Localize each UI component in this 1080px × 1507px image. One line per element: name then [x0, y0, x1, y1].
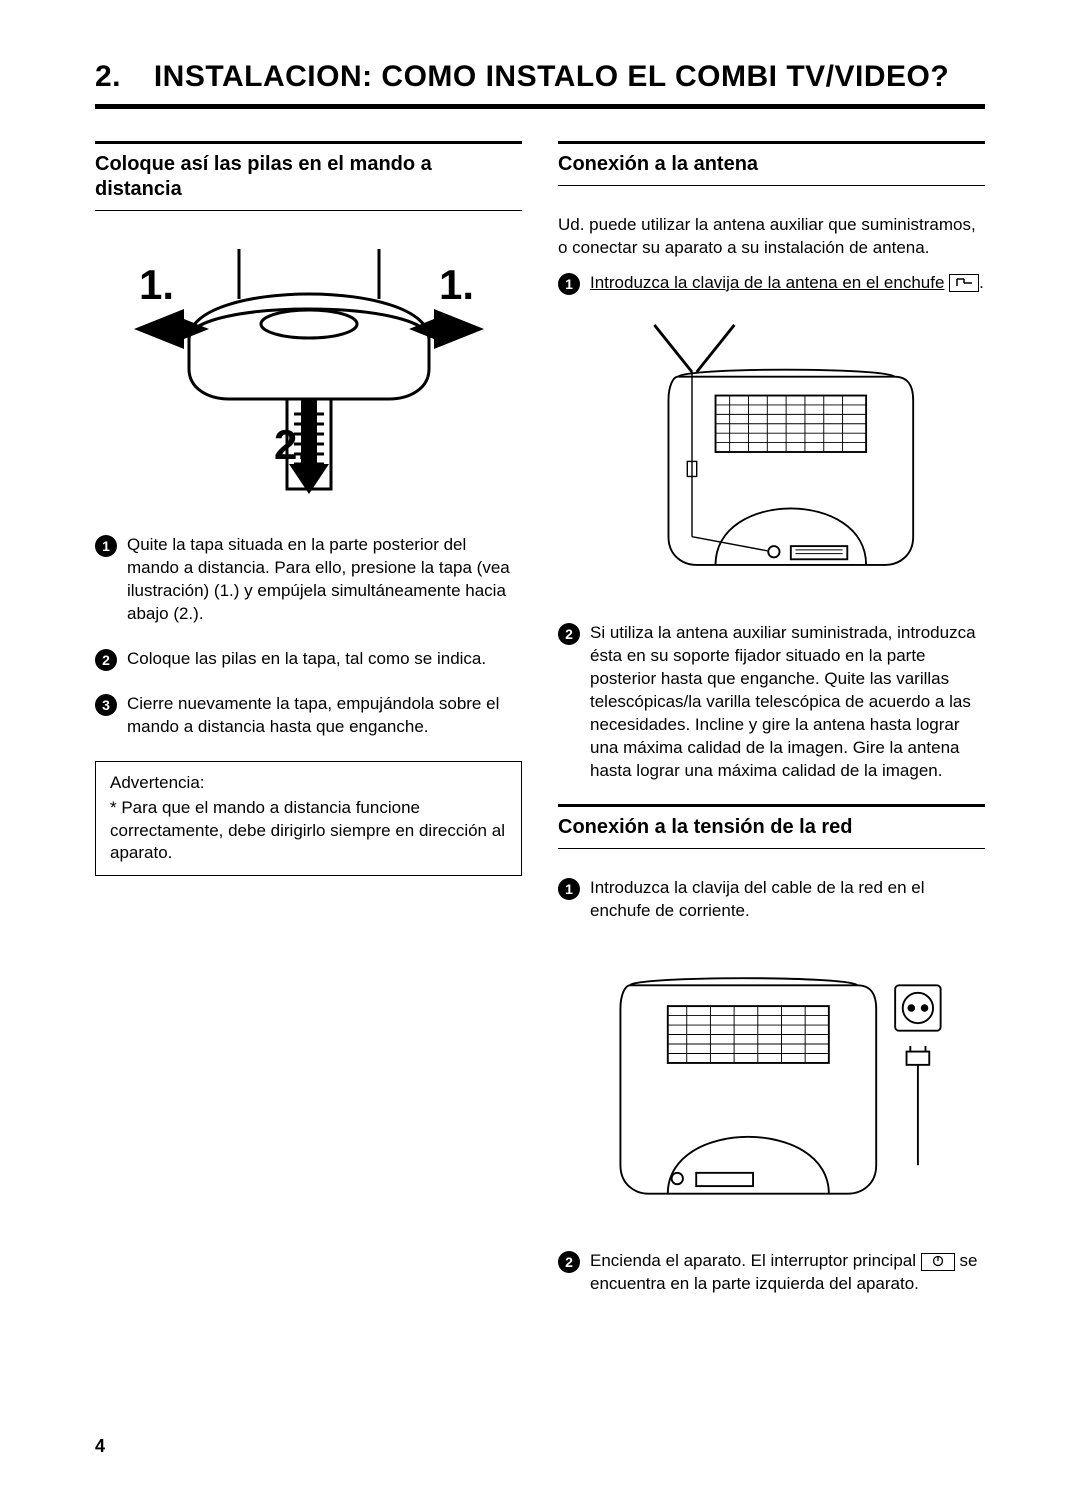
step-text: Encienda el aparato. El interruptor prin… [590, 1250, 985, 1296]
warning-box: Advertencia: * Para que el mando a dista… [95, 761, 522, 877]
warning-text: * Para que el mando a distancia funcione… [110, 797, 507, 866]
diagram-label-2: 2. [273, 421, 308, 468]
antenna-socket-icon [949, 274, 979, 292]
section-title-power: Conexión a la tensión de la red [558, 813, 985, 842]
step-2: 2 Coloque las pilas en la tapa, tal como… [95, 648, 522, 671]
warning-title: Advertencia: [110, 772, 507, 795]
figure-tv-power [558, 945, 985, 1220]
power-step-1: 1 Introduzca la clavija del cable de la … [558, 877, 985, 923]
rule [558, 848, 985, 849]
rule [95, 141, 522, 144]
rule [558, 185, 985, 186]
right-column: Conexión a la antena Ud. puede utilizar … [558, 141, 985, 1296]
left-column: Coloque así las pilas en el mando a dist… [95, 141, 522, 1296]
chapter-number: 2. [95, 60, 145, 94]
chapter-title-text: INSTALACION: COMO INSTALO EL COMBI TV/VI… [154, 60, 949, 93]
step-bullet: 2 [558, 1251, 580, 1273]
step-3: 3 Cierre nuevamente la tapa, empujándola… [95, 693, 522, 739]
step-bullet: 1 [95, 535, 117, 557]
section-title-antenna: Conexión a la antena [558, 150, 985, 179]
step-bullet: 1 [558, 878, 580, 900]
step-text: Introduzca la clavija del cable de la re… [590, 877, 985, 923]
step-text: Quite la tapa situada en la parte poster… [127, 534, 522, 626]
antenna-step-2: 2 Si utiliza la antena auxiliar suminist… [558, 622, 985, 783]
step-1: 1 Quite la tapa situada en la parte post… [95, 534, 522, 626]
step-bullet: 2 [558, 623, 580, 645]
step-text: Coloque las pilas en la tapa, tal como s… [127, 648, 522, 671]
rule [558, 141, 985, 144]
antenna-step-1: 1 Introduzca la clavija de la antena en … [558, 272, 985, 295]
figure-remote-batteries: 1. 1. 2. [95, 239, 522, 504]
step-text: Introduzca la clavija de la antena en el… [590, 272, 985, 295]
step-bullet: 1 [558, 273, 580, 295]
step-bullet: 3 [95, 694, 117, 716]
chapter-title: 2. INSTALACION: COMO INSTALO EL COMBI TV… [95, 60, 985, 109]
diagram-label-1-right: 1. [439, 261, 474, 308]
step-bullet: 2 [95, 649, 117, 671]
power-switch-icon [921, 1253, 955, 1271]
figure-tv-antenna [558, 317, 985, 592]
rule [95, 210, 522, 211]
antenna-intro: Ud. puede utilizar la antena auxiliar qu… [558, 214, 985, 260]
step-text: Cierre nuevamente la tapa, empujándola s… [127, 693, 522, 739]
diagram-label-1-left: 1. [139, 261, 174, 308]
step-text: Si utiliza la antena auxiliar suministra… [590, 622, 985, 783]
rule [558, 804, 985, 807]
section-title-batteries: Coloque así las pilas en el mando a dist… [95, 150, 522, 204]
power-step-2: 2 Encienda el aparato. El interruptor pr… [558, 1250, 985, 1296]
page-number: 4 [95, 1436, 105, 1457]
